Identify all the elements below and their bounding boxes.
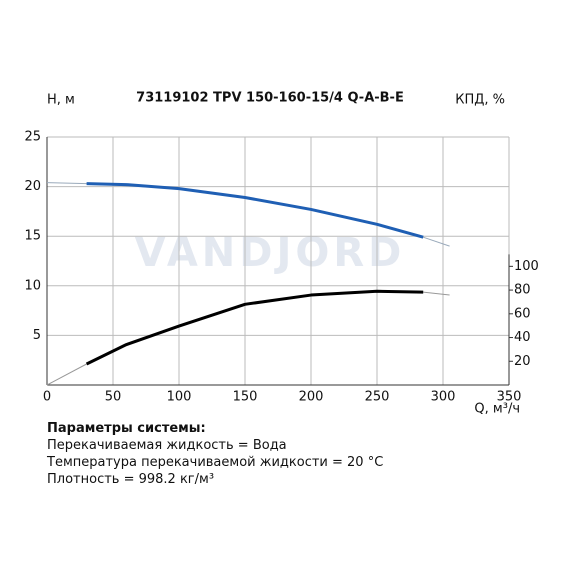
y2-tick-label: 40 <box>514 330 531 345</box>
y2-axis-label: КПД, % <box>455 93 505 108</box>
y-tick-label: 10 <box>24 278 41 293</box>
x-tick-label: 50 <box>105 390 122 405</box>
chart: 73119102 TPV 150-160-15/4 Q-A-B-E H, м К… <box>24 91 539 416</box>
y2-tick-label: 20 <box>514 354 531 369</box>
y-tick-label: 5 <box>33 328 41 343</box>
y2-tick-label: 80 <box>514 283 531 298</box>
x-tick-label: 100 <box>167 390 192 405</box>
y2-tick-label: 60 <box>514 306 531 321</box>
curve <box>85 289 424 366</box>
y-tick-label: 25 <box>24 130 41 145</box>
notes-line: Плотность = 998.2 кг/м³ <box>47 472 215 487</box>
y-axis-label: H, м <box>47 93 75 108</box>
x-tick-label: 300 <box>431 390 456 405</box>
curve <box>86 182 424 239</box>
watermark: VANDJORD <box>135 230 406 276</box>
x-tick-label: 250 <box>365 390 390 405</box>
y2-tick-label: 100 <box>514 259 539 274</box>
x-tick-label: 150 <box>233 390 258 405</box>
x-tick-label: 350 <box>497 390 522 405</box>
notes: Параметры системы: Перекачиваемая жидкос… <box>47 420 383 488</box>
chart-title: 73119102 TPV 150-160-15/4 Q-A-B-E <box>136 91 404 106</box>
y-tick-label: 20 <box>24 179 41 194</box>
x-tick-label: 0 <box>43 390 51 405</box>
x-tick-label: 200 <box>299 390 324 405</box>
notes-line: Перекачиваемая жидкость = Вода <box>47 438 287 453</box>
x-axis-label: Q, м³/ч <box>474 402 520 416</box>
y-tick-label: 15 <box>24 229 41 244</box>
notes-heading: Параметры системы: <box>47 421 206 436</box>
notes-line: Температура перекачиваемой жидкости = 20… <box>47 455 384 470</box>
